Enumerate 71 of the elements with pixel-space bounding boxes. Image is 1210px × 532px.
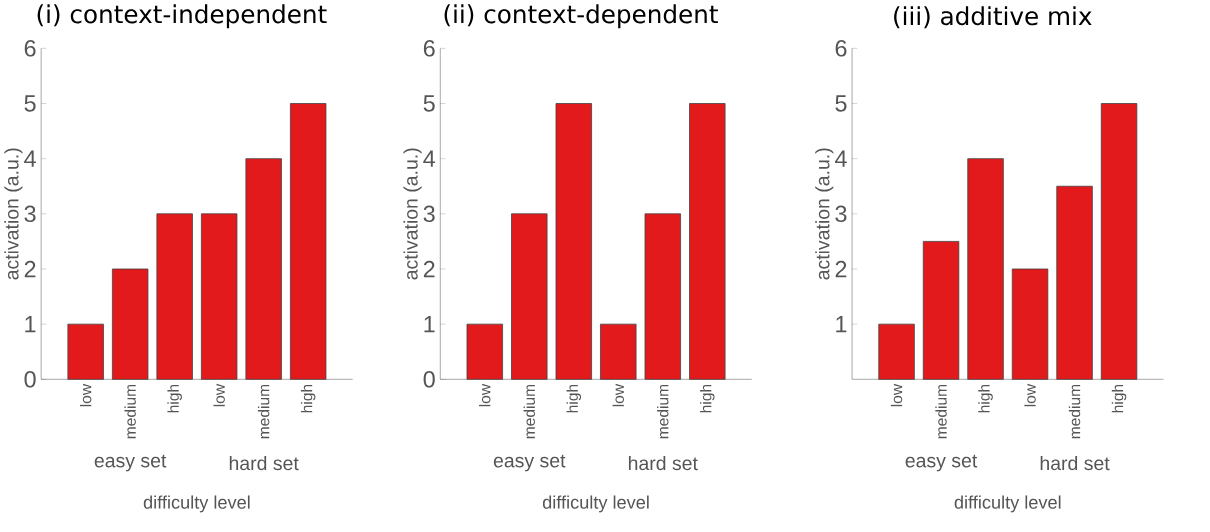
y-tick-label: 1 xyxy=(424,316,435,333)
y-tick-label: 0 xyxy=(423,370,435,388)
x-tick-label: low xyxy=(612,383,624,407)
y-tick-label: 6 xyxy=(835,40,847,57)
text: hard set xyxy=(628,455,698,471)
text: easy set xyxy=(493,454,566,472)
x-tick-label: medium xyxy=(1068,384,1081,439)
chart-title: (iii) additive mix xyxy=(894,6,1092,29)
y-tick-label: 5 xyxy=(835,95,847,112)
y-tick-label: 4 xyxy=(423,150,436,167)
bar xyxy=(644,213,681,380)
x-tick-label: low xyxy=(479,383,491,407)
text: hard set xyxy=(1040,455,1110,471)
x-tick-label: low xyxy=(213,383,225,407)
text: easy set xyxy=(905,454,978,472)
bar xyxy=(511,213,548,380)
bar xyxy=(689,103,726,380)
text: hard set xyxy=(229,455,299,471)
bar xyxy=(245,158,282,380)
chart-title: (i) context-independent xyxy=(37,4,327,29)
x-tick-label: high xyxy=(1111,384,1127,413)
y-axis-title: activation (a.u.) xyxy=(815,148,834,280)
bar xyxy=(878,323,915,380)
y-tick-label: 4 xyxy=(24,150,36,167)
text: easy set xyxy=(94,454,167,472)
y-tick-label: 1 xyxy=(836,316,847,333)
y-tick-label: 3 xyxy=(24,205,36,223)
bar xyxy=(1011,268,1049,380)
y-tick-label: 6 xyxy=(423,40,435,57)
bar xyxy=(289,103,327,380)
y-tick-label: 6 xyxy=(24,40,36,57)
x-axis-title: difficulty level xyxy=(143,495,250,513)
x-tick-label: medium xyxy=(657,384,669,439)
x-axis-title: difficulty level xyxy=(954,495,1061,513)
y-tick-label: 2 xyxy=(423,260,435,278)
y-tick-label: 5 xyxy=(423,95,435,112)
bar xyxy=(111,268,149,380)
y-tick-label: 2 xyxy=(24,260,36,278)
x-tick-label: high xyxy=(700,384,715,413)
x-axis-title: difficulty level xyxy=(542,495,649,513)
x-tick-label: low xyxy=(1024,383,1036,407)
x-tick-label: medium xyxy=(257,384,270,439)
y-tick-label: 0 xyxy=(24,370,36,388)
x-tick-label: high xyxy=(167,384,182,413)
bar xyxy=(156,213,193,380)
bar xyxy=(1100,103,1138,380)
x-tick-label: low xyxy=(890,383,903,407)
y-axis-title: activation (a.u.) xyxy=(403,148,422,280)
y-tick-label: 1 xyxy=(25,316,36,333)
bar xyxy=(1056,185,1093,380)
bar xyxy=(67,323,104,380)
x-tick-label: high xyxy=(978,384,993,413)
x-tick-label: high xyxy=(300,384,316,413)
chart-title: (ii) context-dependent xyxy=(444,4,718,29)
bar xyxy=(555,103,592,380)
x-tick-label: low xyxy=(79,383,92,407)
x-tick-label: medium xyxy=(523,384,535,439)
bar xyxy=(466,323,503,380)
x-tick-label: high xyxy=(566,384,582,413)
x-tick-label: medium xyxy=(935,384,947,439)
bar xyxy=(922,240,960,380)
y-tick-label: 3 xyxy=(423,205,435,223)
bar xyxy=(600,323,637,380)
x-tick-label: medium xyxy=(124,384,136,439)
y-tick-label: 2 xyxy=(835,260,847,278)
y-tick-label: 3 xyxy=(835,205,847,223)
y-axis-title: activation (a.u.) xyxy=(4,148,23,280)
y-tick-label: 4 xyxy=(835,150,847,167)
bar xyxy=(967,158,1004,380)
bar xyxy=(200,213,238,380)
y-tick-label: 5 xyxy=(24,95,36,112)
